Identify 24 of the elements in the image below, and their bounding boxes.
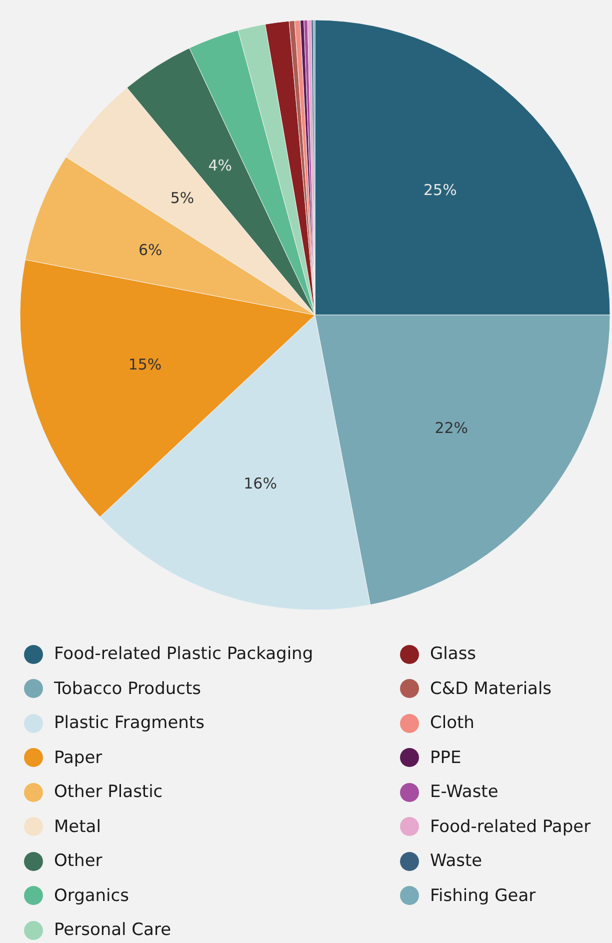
legend-label: Other <box>54 851 102 871</box>
legend-label: PPE <box>430 748 462 768</box>
legend-label: C&D Materials <box>430 678 552 698</box>
legend-label: Plastic Fragments <box>54 713 204 733</box>
data-label: 16% <box>244 474 277 492</box>
data-label: 6% <box>138 240 162 259</box>
data-label: 5% <box>170 188 194 207</box>
legend-label: Waste <box>430 851 482 871</box>
legend-label: Personal Care <box>54 920 172 940</box>
legend-label: Cloth <box>430 713 474 733</box>
legend-label: Food-related Paper <box>430 816 591 836</box>
data-label: 25% <box>423 180 457 199</box>
data-label: 4% <box>208 156 232 175</box>
data-label: 22% <box>434 418 468 437</box>
legend-label: Tobacco Products <box>54 678 202 698</box>
legend-label: Glass <box>430 644 476 664</box>
legend-label: Metal <box>54 816 101 836</box>
legend-label: Paper <box>54 748 102 768</box>
legend-label: Other Plastic <box>54 782 163 802</box>
legend-label: Food-related Plastic Packaging <box>54 644 314 664</box>
legend-label: Fishing Gear <box>430 886 536 906</box>
data-label: 15% <box>128 355 162 374</box>
legend-label: E-Waste <box>430 782 498 802</box>
legend-label: Organics <box>54 886 129 906</box>
